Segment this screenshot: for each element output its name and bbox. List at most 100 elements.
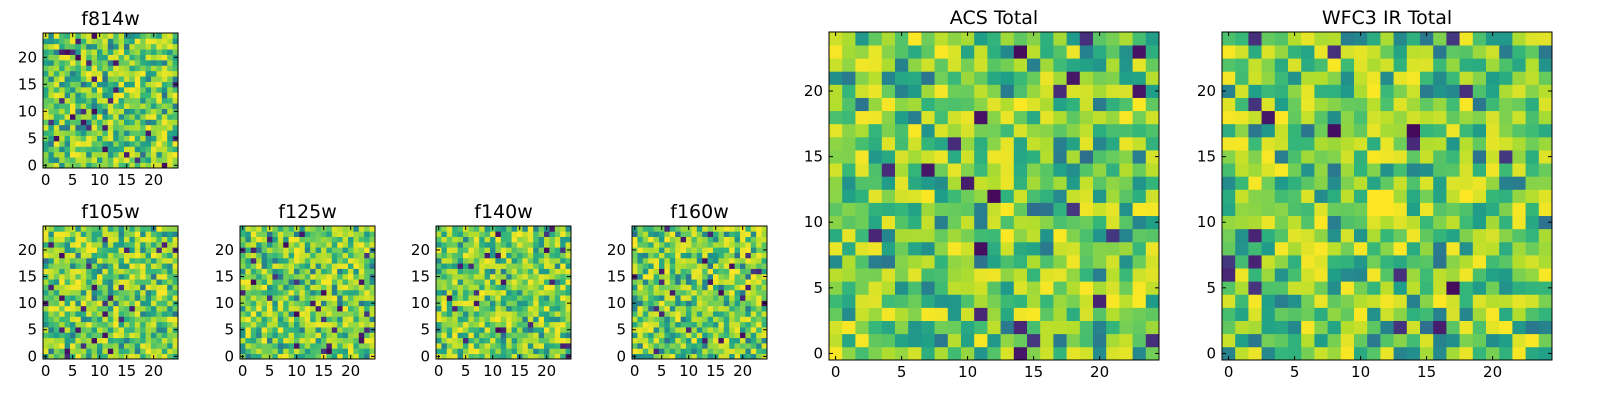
- heatmap-cell: [441, 327, 448, 333]
- heatmap-cell: [554, 343, 561, 349]
- heatmap-cell: [288, 300, 295, 307]
- heatmap-cell: [1222, 110, 1236, 125]
- heatmap-cell: [549, 316, 556, 323]
- heatmap-cell: [124, 231, 130, 237]
- heatmap-cell: [522, 268, 529, 275]
- heatmap-cell: [353, 284, 360, 291]
- heatmap-cell: [64, 87, 71, 93]
- heatmap-cell: [527, 231, 534, 237]
- heatmap-cell: [124, 247, 130, 253]
- heatmap-cell: [129, 284, 136, 291]
- heatmap-cell: [167, 332, 173, 339]
- heatmap-cell: [102, 279, 109, 285]
- heatmap-cell: [161, 103, 168, 109]
- heatmap-cell: [468, 252, 475, 259]
- y-tick-label: 15: [607, 268, 626, 286]
- heatmap-cell: [283, 268, 289, 275]
- heatmap-cell: [337, 236, 343, 243]
- heatmap-cell: [348, 300, 354, 307]
- heatmap-cell: [637, 348, 644, 355]
- heatmap-cell: [1393, 71, 1408, 85]
- heatmap-cell: [1093, 123, 1107, 138]
- heatmap-cell: [91, 43, 98, 50]
- heatmap-cell: [75, 332, 82, 339]
- heatmap-cell: [441, 226, 448, 232]
- heatmap-cell: [527, 268, 534, 275]
- heatmap-cell: [118, 252, 125, 259]
- heatmap-cell: [642, 268, 649, 275]
- heatmap-cell: [369, 316, 376, 323]
- heatmap-cell: [1314, 189, 1328, 203]
- heatmap-cell: [151, 332, 157, 339]
- heatmap-cell: [1040, 320, 1054, 335]
- heatmap-cell: [1420, 202, 1434, 217]
- heatmap-cell: [713, 236, 719, 243]
- heatmap-cell: [272, 252, 279, 259]
- heatmap-cell: [107, 226, 114, 232]
- heatmap-cell: [97, 337, 103, 344]
- heatmap-cell: [533, 252, 539, 259]
- heatmap-cell: [632, 348, 638, 355]
- heatmap-cell: [479, 247, 485, 253]
- heatmap-cell: [1340, 136, 1355, 151]
- heatmap-cell: [1354, 281, 1368, 295]
- heatmap-cell: [91, 70, 98, 77]
- heatmap-cell: [1393, 228, 1408, 243]
- heatmap-cell: [441, 257, 448, 264]
- heatmap-cell: [1538, 281, 1553, 295]
- heatmap-cell: [1288, 281, 1302, 295]
- heatmap-cell: [97, 157, 103, 163]
- heatmap-cell: [134, 151, 141, 158]
- heatmap-cell: [669, 226, 676, 232]
- heatmap-cell: [48, 49, 55, 55]
- heatmap-cell: [669, 321, 676, 328]
- heatmap-cell: [1079, 110, 1094, 125]
- heatmap-cell: [987, 189, 1001, 203]
- heatmap-cell: [750, 247, 757, 253]
- heatmap-cell: [1132, 268, 1147, 282]
- heatmap-cell: [272, 300, 279, 307]
- heatmap-cell: [522, 257, 529, 264]
- heatmap-cell: [436, 263, 442, 269]
- heatmap-cell: [267, 247, 273, 253]
- heatmap-cell: [80, 141, 87, 147]
- heatmap-cell: [369, 236, 376, 243]
- heatmap-cell: [490, 279, 496, 285]
- heatmap-cell: [642, 311, 649, 317]
- heatmap-cell: [560, 241, 566, 248]
- heatmap-cell: [1446, 110, 1460, 125]
- heatmap-cell: [1066, 45, 1081, 59]
- heatmap-cell: [53, 60, 60, 66]
- heatmap-cell: [648, 273, 654, 280]
- heatmap-cell: [1354, 71, 1368, 85]
- heatmap-cell: [1354, 136, 1368, 151]
- heatmap-cell: [161, 289, 168, 296]
- y-tick-label: 20: [18, 48, 37, 66]
- heatmap-cell: [1261, 307, 1276, 321]
- heatmap-cell: [707, 273, 714, 280]
- heatmap-cell: [680, 353, 687, 360]
- y-tick-label: 5: [616, 321, 626, 339]
- heatmap-cell: [522, 332, 529, 339]
- heatmap-cell: [511, 289, 518, 296]
- heatmap-cell: [250, 231, 257, 237]
- heatmap-cell: [1420, 58, 1434, 72]
- heatmap-cell: [245, 343, 252, 349]
- heatmap-cell: [70, 257, 76, 264]
- heatmap-cell: [299, 231, 306, 237]
- heatmap-cell: [124, 263, 130, 269]
- heatmap-cell: [1525, 163, 1540, 177]
- heatmap-cell: [129, 226, 136, 232]
- heatmap-cell: [1119, 333, 1133, 348]
- heatmap-cell: [642, 284, 649, 291]
- heatmap-cell: [829, 163, 843, 177]
- heatmap-cell: [554, 279, 561, 285]
- heatmap-cell: [48, 247, 55, 253]
- heatmap-cell: [124, 38, 130, 45]
- heatmap-cell: [140, 162, 146, 169]
- heatmap-cell: [75, 348, 82, 355]
- heatmap-cell: [331, 273, 338, 280]
- heatmap-cell: [59, 316, 65, 323]
- heatmap-cell: [868, 228, 883, 243]
- heatmap-cell: [686, 321, 692, 328]
